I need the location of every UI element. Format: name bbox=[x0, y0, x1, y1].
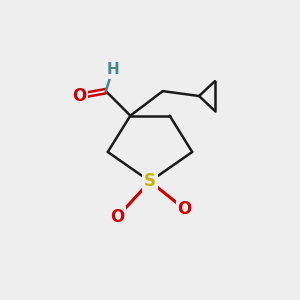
Text: S: S bbox=[144, 172, 156, 190]
Text: O: O bbox=[177, 200, 191, 218]
Text: O: O bbox=[110, 208, 125, 226]
Text: O: O bbox=[72, 87, 86, 105]
Text: H: H bbox=[106, 62, 119, 77]
